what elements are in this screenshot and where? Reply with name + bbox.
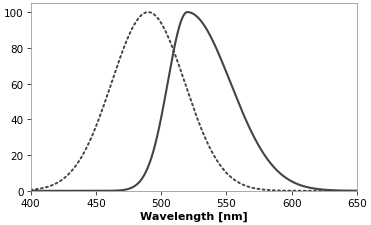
X-axis label: Wavelength [nm]: Wavelength [nm] [140, 211, 248, 221]
